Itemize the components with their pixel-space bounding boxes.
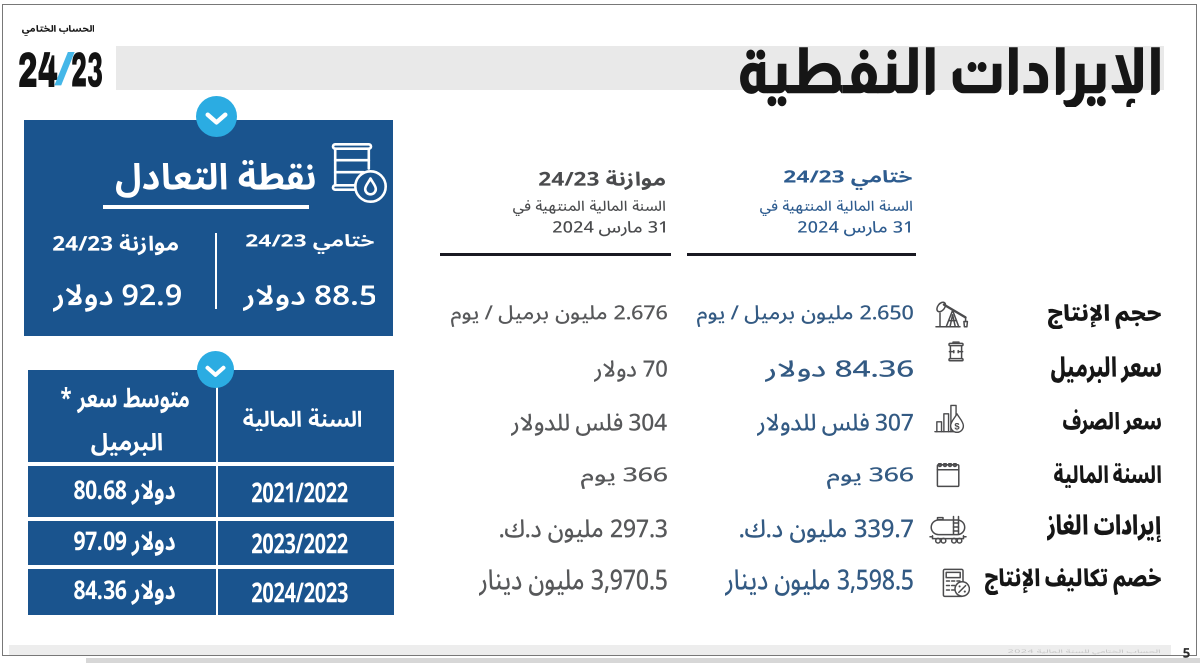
svg-text:$: $	[954, 421, 960, 431]
